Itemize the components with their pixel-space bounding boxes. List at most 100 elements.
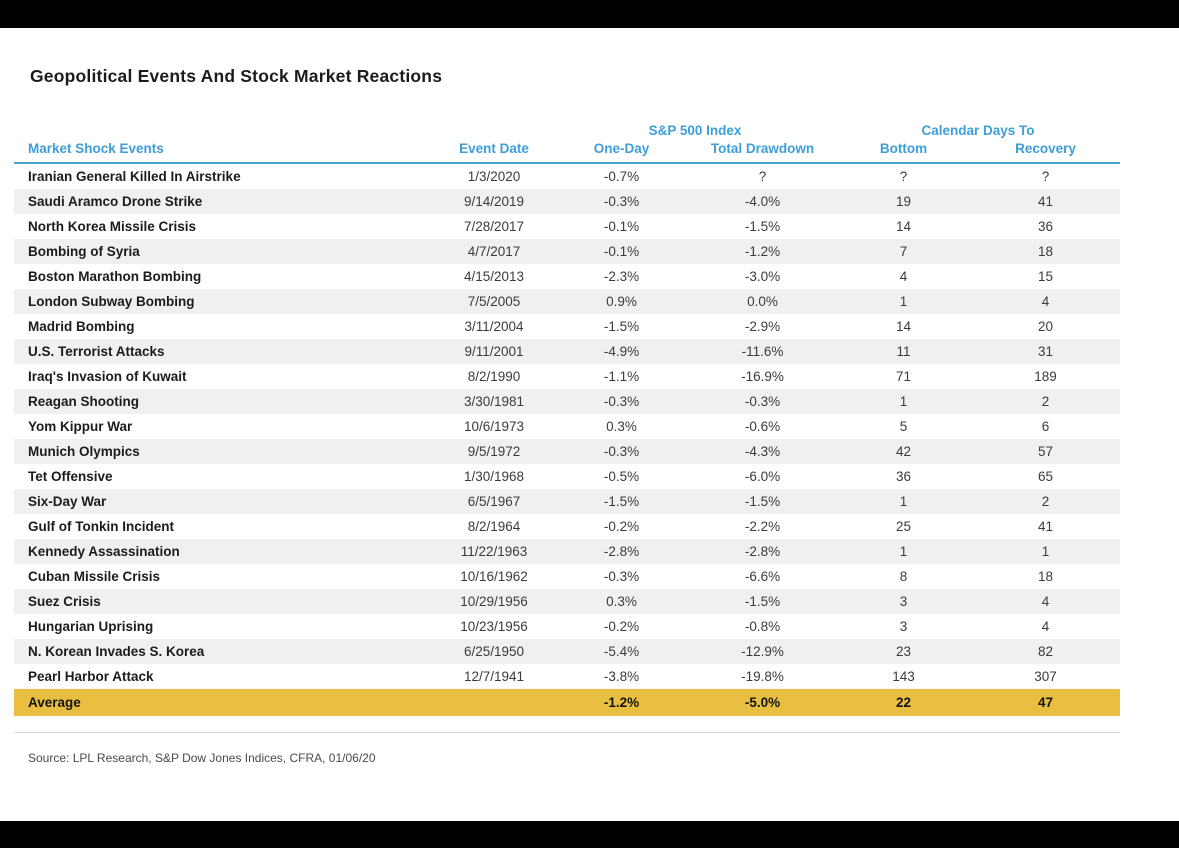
value-cell: 10/23/1956 xyxy=(460,619,528,634)
value-cell: 71 xyxy=(895,369,912,384)
value-cell: -4.0% xyxy=(744,194,781,209)
value-cell: 0.3% xyxy=(606,419,637,434)
value-cell: 8/2/1990 xyxy=(467,369,521,384)
value-cell: -1.5% xyxy=(603,494,640,509)
value-cell: 143 xyxy=(892,669,915,684)
value-cell: -0.3% xyxy=(603,569,640,584)
value-cell: 31 xyxy=(1037,344,1054,359)
value-cell: 65 xyxy=(1037,469,1054,484)
value-cell: 23 xyxy=(895,644,912,659)
events-table: S&P 500 Index Calendar Days To Market Sh… xyxy=(14,119,1121,716)
event-name-cell: Suez Crisis xyxy=(28,594,101,609)
value-cell: 1 xyxy=(899,394,908,409)
value-cell: 41 xyxy=(1037,519,1054,534)
column-header-total-drawdown: Total Drawdown xyxy=(689,139,836,164)
table-row: Gulf of Tonkin Incident 8/2/1964 -0.2% -2.2… xyxy=(14,514,1120,539)
value-cell: 25 xyxy=(895,519,912,534)
value-cell: 7 xyxy=(899,244,908,259)
average-event-date xyxy=(434,689,554,716)
event-name-cell: Iranian General Killed In Airstrike xyxy=(28,169,241,184)
value-cell: 18 xyxy=(1037,244,1054,259)
event-name-cell: Tet Offensive xyxy=(28,469,113,484)
average-bottom: 22 xyxy=(895,695,912,710)
value-cell: 9/5/1972 xyxy=(467,444,521,459)
value-cell: -11.6% xyxy=(741,344,784,359)
value-cell: 0.0% xyxy=(747,294,778,309)
table-row: Tet Offensive 1/30/1968 -0.5% -6.0% 36 65 xyxy=(14,464,1120,489)
value-cell: 6/25/1950 xyxy=(463,644,525,659)
value-cell: 8 xyxy=(899,569,908,584)
value-cell: -3.0% xyxy=(744,269,781,284)
value-cell: 1/3/2020 xyxy=(467,169,521,184)
value-cell: 1 xyxy=(899,294,908,309)
value-cell: 7/5/2005 xyxy=(467,294,521,309)
event-name-cell: Boston Marathon Bombing xyxy=(28,269,202,284)
value-cell: -0.7% xyxy=(603,169,640,184)
value-cell: -0.3% xyxy=(603,194,640,209)
event-name-cell: Cuban Missile Crisis xyxy=(28,569,161,584)
value-cell: -0.5% xyxy=(603,469,640,484)
value-cell: 11 xyxy=(896,344,911,359)
letterbox-top xyxy=(0,0,1179,28)
value-cell: -1.5% xyxy=(744,494,781,509)
table-row: Six-Day War 6/5/1967 -1.5% -1.5% 1 2 xyxy=(14,489,1121,514)
value-cell: 1 xyxy=(899,544,908,559)
average-row: Average -1.2% -5.0% 22 47 xyxy=(14,689,1121,716)
value-cell: -0.2% xyxy=(603,519,640,534)
event-name-cell: N. Korean Invades S. Korea xyxy=(28,644,205,659)
value-cell: 6/5/1967 xyxy=(467,494,521,509)
slide-content: Geopolitical Events And Stock Market Rea… xyxy=(0,28,1179,821)
value-cell: -2.2% xyxy=(744,519,781,534)
value-cell: -0.3% xyxy=(744,394,781,409)
event-name-cell: London Subway Bombing xyxy=(28,294,195,309)
event-name-cell: Reagan Shooting xyxy=(28,394,139,409)
value-cell: -6.6% xyxy=(744,569,781,584)
value-cell: -1.5% xyxy=(744,594,781,609)
value-cell: 36 xyxy=(1037,219,1054,234)
column-header-one-day: One-Day xyxy=(554,139,689,164)
value-cell: 42 xyxy=(895,444,912,459)
table-row: Madrid Bombing 3/11/2004 -1.5% -2.9% 14 20 xyxy=(14,314,1120,339)
value-cell: 9/14/2019 xyxy=(463,194,525,209)
table-row: Suez Crisis 10/29/1956 0.3% -1.5% 3 4 xyxy=(14,589,1121,614)
table-row: Boston Marathon Bombing 4/15/2013 -2.3% -3.… xyxy=(14,264,1120,289)
value-cell: -0.3% xyxy=(603,394,640,409)
value-cell: ? xyxy=(899,169,908,184)
event-name-cell: Munich Olympics xyxy=(28,444,140,459)
average-recovery: 47 xyxy=(1037,695,1054,710)
event-name-cell: Yom Kippur War xyxy=(28,419,133,434)
table-row: Yom Kippur War 10/6/1973 0.3% -0.6% 5 6 xyxy=(14,414,1120,439)
value-cell: -6.0% xyxy=(744,469,781,484)
average-label: Average xyxy=(28,695,81,710)
value-cell: 1 xyxy=(1041,544,1050,559)
value-cell: -1.1% xyxy=(603,369,640,384)
value-cell: 4 xyxy=(1041,594,1050,609)
table-header: S&P 500 Index Calendar Days To Market Sh… xyxy=(14,119,1121,164)
value-cell: 10/29/1956 xyxy=(460,594,528,609)
value-cell: -3.8% xyxy=(603,669,640,684)
table-row: Kennedy Assassination 11/22/1963 -2.8% -2.8… xyxy=(14,539,1121,564)
value-cell: 36 xyxy=(895,469,912,484)
page-title: Geopolitical Events And Stock Market Rea… xyxy=(30,66,443,86)
group-header-spacer xyxy=(14,119,554,139)
value-cell: 307 xyxy=(1034,669,1057,684)
value-cell: 10/16/1962 xyxy=(460,569,528,584)
value-cell: 6 xyxy=(1041,419,1050,434)
value-cell: 0.3% xyxy=(606,594,637,609)
value-cell: 8/2/1964 xyxy=(467,519,521,534)
value-cell: -1.5% xyxy=(603,319,640,334)
value-cell: -4.3% xyxy=(744,444,781,459)
value-cell: 4/7/2017 xyxy=(467,244,521,259)
column-header-bottom: Bottom xyxy=(836,139,971,164)
value-cell: -2.9% xyxy=(744,319,781,334)
value-cell: -2.8% xyxy=(744,544,781,559)
value-cell: 3 xyxy=(899,619,908,634)
column-header-event-date: Event Date xyxy=(434,139,554,164)
value-cell: -0.6% xyxy=(744,419,781,434)
value-cell: 57 xyxy=(1037,444,1054,459)
table-row: Saudi Aramco Drone Strike 9/14/2019 -0.3% -… xyxy=(14,189,1121,214)
value-cell: -0.8% xyxy=(744,619,781,634)
event-name-cell: Six-Day War xyxy=(28,494,107,509)
group-header-row: S&P 500 Index Calendar Days To xyxy=(14,119,1120,139)
value-cell: 3 xyxy=(899,594,908,609)
